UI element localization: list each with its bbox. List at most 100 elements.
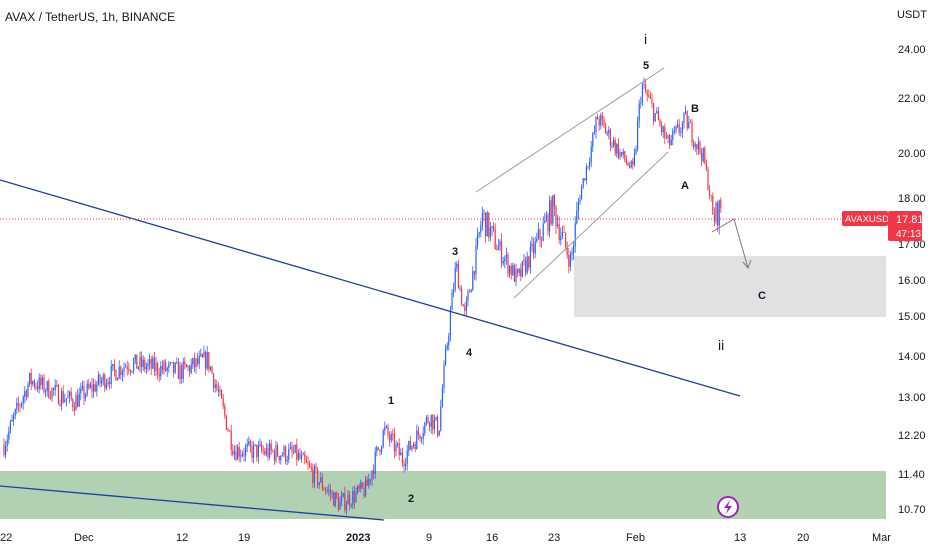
candle-body — [118, 366, 120, 378]
candle-body — [107, 381, 109, 384]
candle-body — [633, 153, 635, 165]
candle-body — [240, 455, 242, 457]
candle-body — [171, 362, 173, 363]
candle-body — [235, 451, 237, 460]
price-tick: 22.00 — [898, 93, 926, 105]
candle-body — [617, 143, 619, 158]
candle-body — [715, 202, 717, 222]
candle-body — [483, 212, 485, 214]
candle-body — [265, 448, 267, 455]
candle-body — [662, 126, 664, 133]
candle-body — [222, 398, 224, 406]
candle-body — [190, 364, 192, 373]
candle-body — [526, 256, 528, 273]
lightning-icon[interactable] — [724, 500, 732, 514]
time-tick: Mar — [872, 532, 891, 544]
candle-body — [625, 160, 627, 163]
candle-body — [433, 419, 435, 430]
time-tick: Feb — [626, 532, 645, 544]
candle-body — [249, 441, 251, 447]
candle-body — [347, 495, 349, 505]
candle-body — [331, 492, 333, 495]
candle-body — [645, 84, 647, 92]
candle-body — [40, 377, 42, 386]
candle-body — [547, 215, 549, 232]
candle-body — [109, 381, 111, 384]
candle-body — [253, 444, 255, 458]
candle-body — [67, 396, 69, 399]
candle-body — [384, 426, 386, 431]
candle-body — [462, 304, 464, 307]
candle-body — [643, 84, 645, 86]
candle-body — [661, 124, 663, 132]
candle-body — [377, 447, 379, 450]
candle-body — [49, 397, 51, 399]
candle-body — [144, 359, 146, 370]
lightning-badge[interactable] — [717, 496, 739, 518]
candle-body — [353, 491, 355, 502]
candle-body — [333, 492, 335, 506]
candle-body — [257, 445, 259, 458]
candle-body — [577, 201, 579, 211]
candle-body — [43, 377, 45, 392]
candle-body — [48, 381, 50, 398]
candle-body — [121, 371, 123, 375]
candle-body — [499, 241, 501, 247]
candle-body — [83, 385, 85, 399]
candle-body — [309, 464, 311, 467]
candle-body — [70, 391, 72, 400]
candle-body — [85, 394, 87, 399]
candle-body — [128, 368, 130, 371]
candle-body — [640, 102, 642, 104]
candle-body — [648, 95, 650, 97]
candle-body — [3, 444, 5, 455]
candle-body — [709, 189, 711, 196]
candle-body — [280, 455, 282, 461]
wave-label-5: 5 — [643, 60, 649, 72]
candle-body — [301, 455, 303, 459]
projection-path — [711, 218, 749, 269]
candle-body — [414, 444, 416, 450]
candle-body — [155, 363, 157, 371]
support-zone — [0, 471, 886, 519]
candle-body — [552, 195, 554, 224]
candle-body — [593, 132, 595, 134]
candle-body — [342, 493, 344, 497]
candle-body — [125, 366, 127, 368]
candle-body — [451, 292, 453, 311]
candle-body — [160, 365, 162, 377]
candle-body — [101, 380, 103, 384]
candle-body — [649, 96, 651, 99]
candle-body — [233, 451, 235, 455]
candle-body — [283, 446, 285, 456]
candle-body — [576, 210, 578, 224]
candle-body — [541, 239, 543, 241]
candle-body — [456, 263, 458, 268]
candle-body — [261, 444, 263, 451]
candle-body — [545, 215, 547, 221]
candle-body — [480, 225, 482, 233]
candle-body — [566, 247, 568, 256]
candle-body — [297, 453, 299, 460]
candle-body — [46, 381, 48, 392]
candle-body — [531, 243, 533, 247]
candle-body — [632, 161, 634, 165]
candle-body — [475, 245, 477, 275]
candle-body — [680, 131, 682, 133]
candle-body — [665, 137, 667, 139]
candle-body — [317, 468, 319, 486]
candle-body — [17, 402, 19, 406]
candle-body — [241, 454, 243, 456]
target-zone — [574, 256, 886, 317]
candle-body — [533, 243, 535, 254]
candle-body — [544, 220, 546, 224]
candle-body — [189, 366, 191, 373]
candle-body — [600, 115, 602, 126]
candle-body — [637, 121, 639, 149]
candle-body — [401, 452, 403, 464]
wave-label-3: 3 — [452, 246, 458, 258]
candle-body — [408, 441, 410, 451]
candle-body — [438, 430, 440, 436]
candle-body — [712, 195, 714, 215]
